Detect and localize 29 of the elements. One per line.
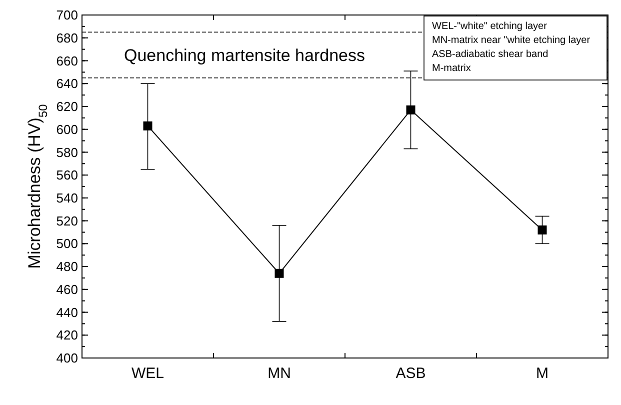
point bbox=[406, 105, 416, 114]
x-tick-label: M bbox=[536, 365, 548, 382]
point bbox=[538, 225, 547, 234]
y-tick-label: 600 bbox=[56, 122, 78, 137]
x-tick-label: ASB bbox=[396, 365, 426, 382]
annotation: WEL-"white" etching layer bbox=[432, 21, 548, 32]
y-tick-label: 420 bbox=[56, 328, 78, 343]
y-tick-label: 400 bbox=[56, 350, 78, 366]
y-tick-label: 440 bbox=[56, 304, 78, 320]
y-tick-label: 560 bbox=[56, 168, 78, 183]
y-tick-label: 700 bbox=[56, 8, 78, 23]
y-tick-label: 640 bbox=[56, 76, 78, 92]
y-tick-label: 500 bbox=[56, 236, 78, 252]
annotation: ASB-adiabatic shear band bbox=[432, 49, 548, 60]
annotation: Quenching martensite hardness bbox=[124, 46, 365, 65]
y-tick-label: 460 bbox=[56, 282, 78, 297]
x-tick-label: WEL bbox=[131, 365, 164, 382]
y-tick-label: 620 bbox=[56, 99, 78, 114]
y-tick-label: 580 bbox=[56, 144, 78, 160]
y-tick-label: 480 bbox=[56, 259, 78, 274]
x-tick-label: MN bbox=[268, 365, 291, 382]
point bbox=[274, 268, 284, 278]
y-tick-label: 520 bbox=[56, 213, 78, 228]
y-tick-label: 660 bbox=[56, 53, 78, 68]
annotation: MN-matrix near "white etching layer bbox=[432, 35, 591, 46]
point bbox=[143, 121, 152, 130]
y-tick-label: 540 bbox=[56, 190, 78, 206]
y-tick-label: 680 bbox=[56, 30, 78, 46]
annotation: M-matrix bbox=[432, 63, 471, 74]
